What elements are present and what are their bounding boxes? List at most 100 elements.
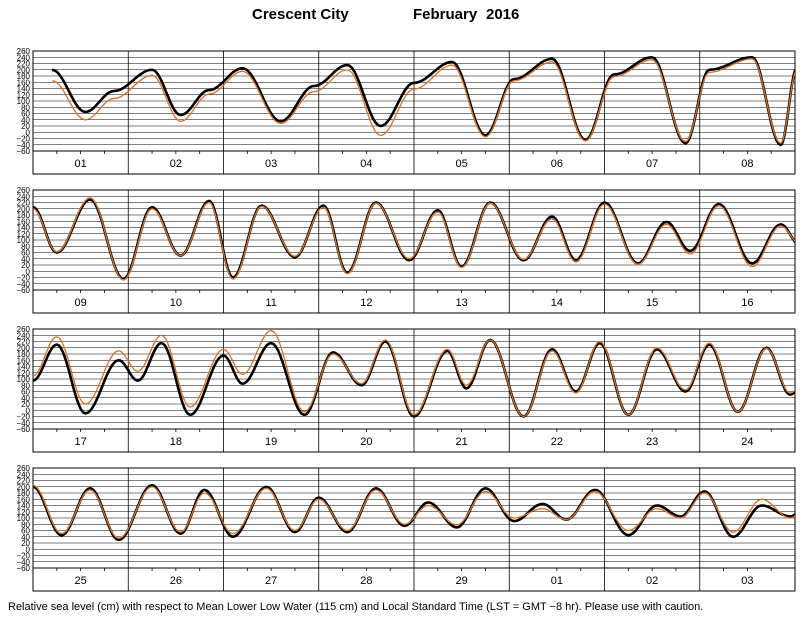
y-tick-label: 160 xyxy=(17,495,31,504)
title-year: 2016 xyxy=(486,6,520,23)
y-tick-label: 200 xyxy=(17,344,31,353)
day-label: 17 xyxy=(75,436,87,448)
y-tick-label: 120 xyxy=(17,369,31,378)
y-tick-label: −40 xyxy=(16,419,30,428)
y-tick-label: 0 xyxy=(26,267,31,276)
y-tick-label: 0 xyxy=(26,406,31,415)
day-label: 13 xyxy=(456,297,468,309)
day-label: 18 xyxy=(170,436,182,448)
y-tick-label: 140 xyxy=(17,85,31,94)
y-tick-label: −60 xyxy=(16,147,30,156)
y-tick-label: −60 xyxy=(16,425,30,434)
y-tick-label: 240 xyxy=(17,331,31,340)
day-label: 05 xyxy=(456,158,468,170)
y-tick-label: 20 xyxy=(21,539,30,548)
observed-tide-line xyxy=(51,58,795,144)
y-tick-label: 80 xyxy=(21,381,30,390)
title-month: February xyxy=(413,6,478,23)
day-label: 12 xyxy=(360,297,372,309)
y-tick-label: 160 xyxy=(17,217,31,226)
y-tick-label: 240 xyxy=(17,470,31,479)
y-tick-label: 200 xyxy=(17,205,31,214)
y-tick-label: 180 xyxy=(17,350,31,359)
y-tick-label: 120 xyxy=(17,508,31,517)
y-tick-label: 240 xyxy=(17,192,31,201)
y-tick-label: 200 xyxy=(17,66,31,75)
day-label: 07 xyxy=(646,158,658,170)
y-tick-label: 0 xyxy=(26,545,31,554)
day-label: 14 xyxy=(551,297,563,309)
y-tick-label: 180 xyxy=(17,211,31,220)
y-tick-label: −20 xyxy=(16,274,30,283)
y-tick-label: −20 xyxy=(16,413,30,422)
day-label-strip xyxy=(32,428,796,453)
y-tick-label: 40 xyxy=(21,533,30,542)
day-label: 21 xyxy=(456,436,468,448)
y-tick-label: 60 xyxy=(21,110,30,119)
observed-tide-line xyxy=(33,197,795,281)
y-tick-label: −60 xyxy=(16,564,30,573)
station-name: Crescent City xyxy=(252,6,349,23)
day-label: 29 xyxy=(456,575,468,587)
day-label: 03 xyxy=(741,575,753,587)
day-label: 01 xyxy=(75,158,87,170)
y-tick-label: 160 xyxy=(17,356,31,365)
y-tick-label: 120 xyxy=(17,230,31,239)
day-label: 22 xyxy=(551,436,563,448)
y-tick-label: 60 xyxy=(21,388,30,397)
y-tick-label: 220 xyxy=(17,199,31,208)
day-label: 10 xyxy=(170,297,182,309)
day-label: 24 xyxy=(741,436,753,448)
y-tick-label: 100 xyxy=(17,375,31,384)
y-tick-label: 260 xyxy=(17,186,31,195)
y-tick-label: 260 xyxy=(17,325,31,334)
day-label: 25 xyxy=(75,575,87,587)
y-tick-label: 0 xyxy=(26,128,31,137)
y-tick-label: −20 xyxy=(16,552,30,561)
y-tick-label: 80 xyxy=(21,103,30,112)
day-label: 01 xyxy=(551,575,563,587)
y-tick-label: 20 xyxy=(21,122,30,131)
y-tick-label: 260 xyxy=(17,47,31,56)
day-label: 28 xyxy=(360,575,372,587)
observed-tide-line xyxy=(33,329,795,418)
y-tick-label: 180 xyxy=(17,72,31,81)
y-tick-label: 180 xyxy=(17,489,31,498)
predicted-tide-line xyxy=(33,338,795,418)
y-tick-label: 140 xyxy=(17,224,31,233)
day-label: 03 xyxy=(265,158,277,170)
y-tick-label: 20 xyxy=(21,261,30,270)
y-tick-label: 60 xyxy=(21,527,30,536)
y-tick-label: 40 xyxy=(21,394,30,403)
day-label: 11 xyxy=(265,297,276,309)
y-tick-label: 60 xyxy=(21,249,30,258)
day-label-strip xyxy=(32,150,796,175)
day-label-strip xyxy=(32,289,796,314)
y-tick-label: 140 xyxy=(17,502,31,511)
y-tick-label: 120 xyxy=(17,91,31,100)
day-label: 02 xyxy=(170,158,182,170)
y-tick-label: 80 xyxy=(21,520,30,529)
y-tick-label: 140 xyxy=(17,363,31,372)
day-label: 15 xyxy=(646,297,658,309)
y-tick-label: −40 xyxy=(16,280,30,289)
predicted-tide-line xyxy=(33,483,795,542)
y-tick-label: 260 xyxy=(17,464,31,473)
day-label: 04 xyxy=(360,158,372,170)
day-label: 08 xyxy=(741,158,753,170)
chart-title: Crescent City February 2016 xyxy=(0,6,800,26)
day-label: 20 xyxy=(360,436,372,448)
observed-tide-line xyxy=(33,484,795,539)
y-tick-label: 160 xyxy=(17,78,31,87)
day-label: 16 xyxy=(741,297,753,309)
y-tick-label: 200 xyxy=(17,483,31,492)
day-label: 02 xyxy=(646,575,658,587)
y-tick-label: 40 xyxy=(21,255,30,264)
day-label-strip xyxy=(32,567,796,592)
y-tick-label: 220 xyxy=(17,477,31,486)
y-tick-label: 220 xyxy=(17,338,31,347)
y-tick-label: 100 xyxy=(17,97,31,106)
day-label: 06 xyxy=(551,158,563,170)
y-tick-label: 100 xyxy=(17,514,31,523)
